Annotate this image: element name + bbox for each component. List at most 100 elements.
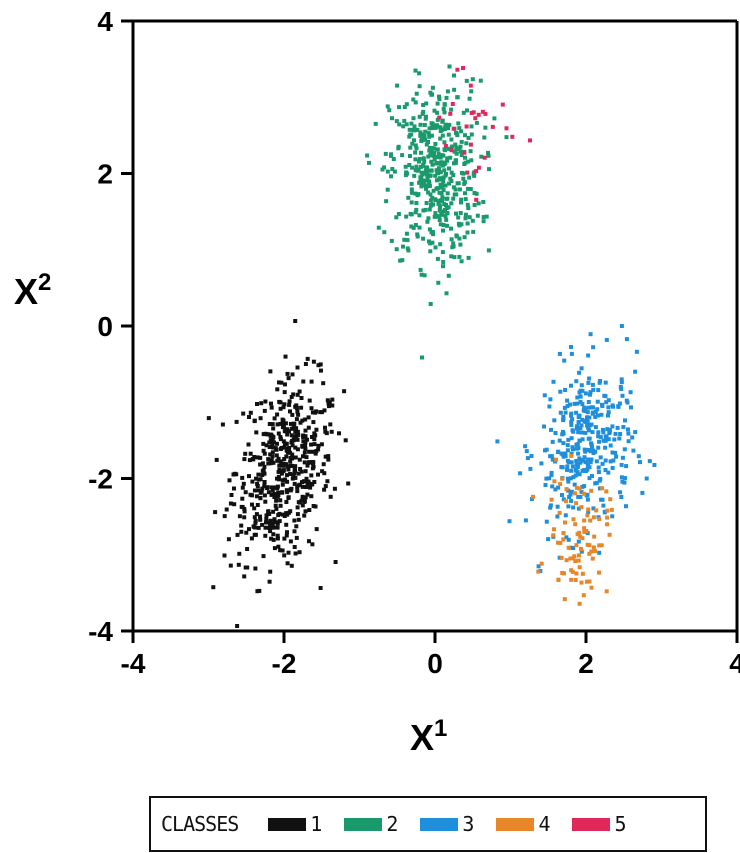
data-point (585, 457, 590, 462)
data-point (634, 349, 639, 354)
data-point (412, 173, 417, 178)
data-point (570, 489, 574, 494)
data-point (571, 517, 576, 522)
data-point (299, 469, 304, 474)
data-point (550, 439, 555, 444)
data-point (249, 536, 254, 541)
data-point (437, 208, 442, 212)
data-point (557, 351, 562, 356)
data-point (256, 472, 261, 477)
data-point (469, 132, 474, 137)
data-point (293, 455, 298, 460)
data-point (271, 445, 276, 450)
data-point (574, 379, 579, 384)
data-point (275, 441, 279, 446)
data-point (453, 149, 458, 154)
data-point (312, 437, 317, 442)
data-point (510, 134, 515, 139)
data-point (256, 488, 261, 493)
data-point (395, 83, 400, 88)
data-point (490, 124, 495, 129)
data-point (565, 476, 570, 481)
data-point (333, 560, 338, 564)
data-point (243, 451, 248, 456)
data-point (598, 477, 603, 481)
data-point (322, 408, 327, 413)
data-point (232, 502, 237, 507)
data-point (553, 487, 558, 492)
data-point (412, 124, 417, 129)
data-point (450, 102, 455, 106)
data-point (455, 133, 460, 138)
data-point (432, 157, 437, 162)
data-point (289, 395, 294, 399)
data-point (394, 119, 399, 124)
data-point (409, 190, 414, 195)
data-point (578, 400, 583, 404)
data-point (304, 485, 308, 489)
data-point (427, 134, 432, 139)
data-point (569, 577, 574, 582)
data-point (271, 537, 276, 542)
data-point (590, 430, 595, 435)
data-point (278, 459, 283, 464)
data-point (415, 127, 420, 132)
data-point (444, 95, 449, 100)
data-point (596, 465, 601, 470)
data-point (389, 174, 393, 179)
data-point (437, 94, 441, 99)
data-point (576, 553, 581, 558)
data-point (561, 531, 566, 535)
data-point (282, 536, 287, 541)
data-point (427, 179, 431, 184)
data-point (576, 506, 581, 511)
data-point (463, 191, 467, 196)
data-point (466, 206, 471, 211)
data-point (451, 196, 456, 201)
data-point (275, 484, 280, 489)
data-point (295, 512, 300, 517)
data-point (263, 533, 268, 538)
legend-swatch (572, 817, 611, 831)
data-point (583, 430, 588, 435)
data-point (389, 238, 394, 243)
data-point (486, 153, 491, 158)
data-point (507, 519, 512, 524)
data-point (270, 422, 275, 427)
data-point (268, 522, 273, 527)
data-point (569, 568, 574, 573)
data-point (409, 132, 414, 137)
data-point (302, 450, 307, 455)
data-point (582, 491, 587, 496)
data-point (307, 398, 312, 403)
data-point (314, 427, 319, 432)
data-point (588, 392, 592, 397)
data-point (279, 445, 284, 450)
data-point (556, 540, 560, 545)
data-point (445, 211, 450, 216)
data-point (449, 254, 454, 259)
data-point (303, 495, 308, 500)
data-point (470, 218, 475, 223)
data-point (594, 480, 599, 485)
data-point (548, 503, 553, 508)
data-point (582, 518, 587, 523)
data-point (626, 439, 631, 444)
data-point (214, 457, 219, 462)
data-point (264, 520, 268, 525)
data-point (400, 258, 405, 263)
x-tick-label: -2 (272, 648, 297, 679)
data-point (577, 456, 582, 461)
data-point (644, 476, 649, 481)
data-point (282, 457, 287, 461)
data-point (439, 191, 444, 196)
data-point (435, 147, 440, 152)
data-point (282, 514, 287, 518)
data-point (453, 142, 458, 147)
data-point (586, 510, 591, 515)
data-point (409, 121, 414, 126)
data-point (547, 476, 552, 481)
legend-label: 1 (310, 812, 323, 836)
data-point (437, 190, 442, 195)
data-point (620, 393, 625, 398)
